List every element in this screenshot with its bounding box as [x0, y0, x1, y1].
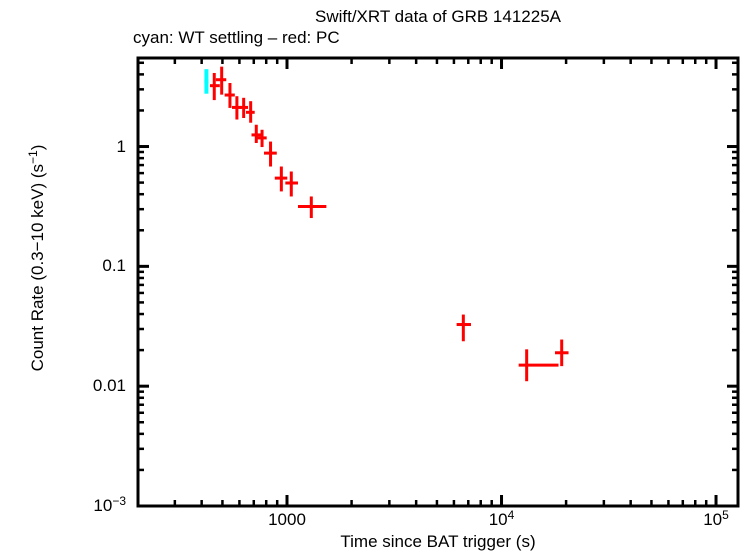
y-tick-label: 0.01 — [92, 376, 126, 396]
data-point-pc — [239, 97, 249, 119]
data-point-pc — [215, 66, 227, 95]
data-point-pc — [209, 72, 220, 101]
data-point-pc — [263, 141, 277, 167]
data-point-pc — [257, 129, 267, 148]
data-point-pc — [251, 124, 262, 144]
data-point-pc — [554, 339, 569, 367]
x-axis-label: Time since BAT trigger (s) — [340, 532, 536, 551]
data-point-pc — [285, 171, 298, 197]
data-point-pc — [456, 314, 471, 342]
chart-subtitle: cyan: WT settling – red: PC — [133, 28, 340, 47]
x-tick-label: 1000 — [268, 510, 306, 529]
y-tick-label: 10−3 — [93, 494, 126, 515]
y-tick-label: 0.1 — [102, 256, 126, 276]
y-tick-label: 1 — [116, 136, 126, 156]
x-tick-label: 104 — [488, 508, 515, 529]
data-point-pc — [518, 349, 559, 382]
data-point-pc — [274, 166, 288, 192]
plot-frame — [136, 56, 740, 508]
x-tick-label: 105 — [703, 508, 729, 529]
data-point-pc — [246, 101, 255, 123]
chart-title: Swift/XRT data of GRB 141225A — [314, 7, 561, 26]
data-point-wt-settling — [204, 69, 209, 94]
data-point-pc — [224, 82, 235, 108]
data-point-pc — [297, 196, 327, 219]
